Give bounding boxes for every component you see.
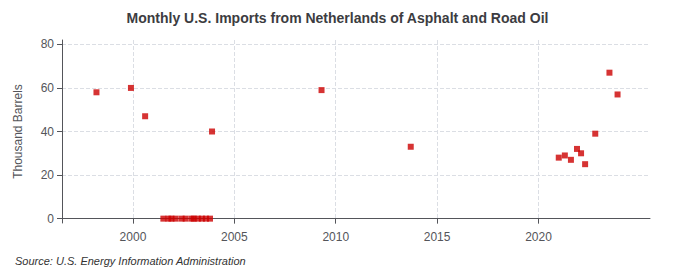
svg-text:2015: 2015 xyxy=(424,230,451,244)
svg-text:Source: U.S. Energy Informatio: Source: U.S. Energy Information Administ… xyxy=(15,255,246,267)
svg-text:0: 0 xyxy=(47,212,54,226)
svg-text:Monthly U.S. Imports from Neth: Monthly U.S. Imports from Netherlands of… xyxy=(127,10,549,26)
svg-text:2005: 2005 xyxy=(221,230,248,244)
svg-text:80: 80 xyxy=(41,37,55,51)
svg-text:2020: 2020 xyxy=(525,230,552,244)
svg-text:40: 40 xyxy=(41,125,55,139)
svg-text:2010: 2010 xyxy=(322,230,349,244)
svg-text:2000: 2000 xyxy=(120,230,147,244)
svg-text:20: 20 xyxy=(41,168,55,182)
svg-text:60: 60 xyxy=(41,81,55,95)
svg-text:Thousand Barrels: Thousand Barrels xyxy=(11,84,25,179)
